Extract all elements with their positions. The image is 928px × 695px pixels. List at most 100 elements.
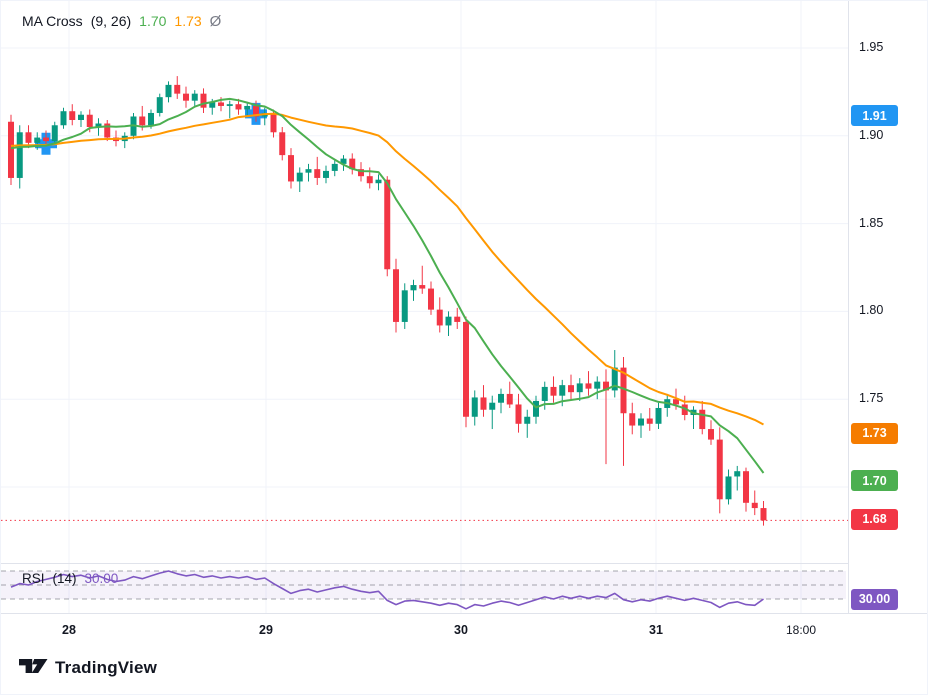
candle-body [568, 385, 574, 393]
rsi-value: 30.00 [84, 571, 119, 586]
candle-body [734, 471, 741, 477]
time-axis[interactable]: 28 29 30 31 18:00 [1, 613, 927, 650]
ma-slow-badge: 1.73 [851, 422, 898, 444]
candle-body [156, 97, 163, 113]
candle-body [576, 383, 583, 393]
candle-body [34, 137, 41, 143]
candle-body [655, 407, 662, 424]
time-tick-label: 28 [62, 623, 76, 637]
candle-body [191, 93, 198, 101]
candle-body [16, 132, 23, 178]
candle-body [498, 393, 504, 403]
candle-body [51, 125, 58, 142]
ma-slow-line[interactable] [10, 112, 764, 426]
candle-body [708, 429, 714, 440]
candle-body [270, 112, 277, 133]
candle-body [638, 418, 644, 426]
time-tick-label: 31 [649, 623, 663, 637]
candle-body [419, 285, 426, 289]
candle-body [751, 502, 758, 509]
candle-body [104, 123, 111, 138]
main-price-pane[interactable] [1, 1, 848, 564]
candle-body [445, 316, 452, 326]
candle-body [533, 400, 539, 417]
rsi-pane[interactable] [1, 564, 848, 613]
candle-body [428, 288, 434, 310]
tradingview-logo-icon [19, 659, 48, 673]
rsi-legend[interactable]: RSI (14) 30.00 [22, 571, 118, 586]
candle-body [515, 404, 522, 424]
candle-body [410, 285, 417, 291]
candle-body [139, 116, 146, 126]
price-tick-label: 1.95 [859, 40, 884, 54]
candle-body [760, 508, 767, 521]
candle-body [401, 290, 408, 322]
price-tick-label: 1.75 [859, 391, 884, 406]
candle-body [375, 179, 382, 184]
price-tick-label: 1.90 [859, 127, 884, 142]
ma-cross-legend[interactable]: MA Cross (9, 26) 1.70 1.73 Ø [22, 13, 221, 30]
candle-body [366, 176, 373, 184]
rsi-title: RSI [22, 571, 45, 586]
rsi-line[interactable] [10, 570, 764, 610]
candle-body [454, 316, 461, 322]
candle-body [148, 112, 154, 126]
candle-body [174, 84, 181, 94]
candle-body [611, 367, 618, 391]
candle-body [480, 397, 487, 410]
candle-body [200, 93, 207, 108]
candle-body [743, 471, 749, 503]
candle-body [209, 102, 216, 108]
candle-body [95, 123, 102, 128]
candle-body [463, 321, 469, 417]
price-axis[interactable]: 1.951.901.851.801.751.701.911.731.701.68… [848, 1, 927, 613]
candle-body [550, 386, 557, 396]
candle-body [78, 114, 84, 120]
time-tick-label: 29 [259, 623, 273, 637]
candle-body [331, 163, 338, 171]
rsi-params: (14) [52, 571, 77, 586]
candle-body [323, 170, 329, 178]
candle-body [43, 137, 49, 142]
indicator-title: MA Cross [22, 13, 83, 29]
last-price-badge: 1.68 [851, 508, 898, 530]
time-tick-label: 18:00 [785, 623, 817, 637]
candle-body [725, 476, 732, 500]
candle-body [86, 114, 93, 128]
candle-body [699, 409, 706, 430]
candle-body [349, 158, 356, 170]
price-tick-label: 1.80 [859, 303, 884, 318]
candle-body [384, 179, 391, 270]
ma-fast-badge: 1.70 [851, 470, 898, 492]
candle-body [594, 381, 601, 389]
candle-body [471, 397, 478, 417]
candle-body [358, 169, 364, 177]
indicator-params: (9, 26) [90, 13, 132, 29]
candle-body [288, 155, 294, 182]
candle-body [603, 381, 609, 391]
candle-body [541, 386, 548, 401]
tradingview-logo[interactable]: TradingView [19, 656, 157, 679]
candle-body [235, 104, 242, 110]
candle-body [244, 105, 251, 110]
candle-body [585, 383, 592, 389]
candle-body [559, 385, 566, 396]
candles-series [8, 76, 767, 526]
candle-body [314, 169, 321, 178]
candle-body [218, 102, 224, 106]
candle-body [183, 93, 189, 101]
candle-body [279, 132, 286, 156]
ma-fast-line[interactable] [10, 97, 765, 474]
price-badge-blue: 1.91 [851, 105, 898, 127]
rsi-value-badge: 30.00 [851, 588, 898, 610]
candle-body [436, 309, 443, 326]
ma-slow-value: 1.73 [174, 13, 202, 29]
candle-body [226, 104, 233, 106]
candle-body [681, 404, 688, 416]
candle-body [296, 172, 303, 182]
candle-body [716, 439, 723, 500]
pane-separator[interactable] [1, 563, 927, 564]
tradingview-logo-text: TradingView [55, 657, 158, 677]
candle-body [165, 84, 172, 98]
